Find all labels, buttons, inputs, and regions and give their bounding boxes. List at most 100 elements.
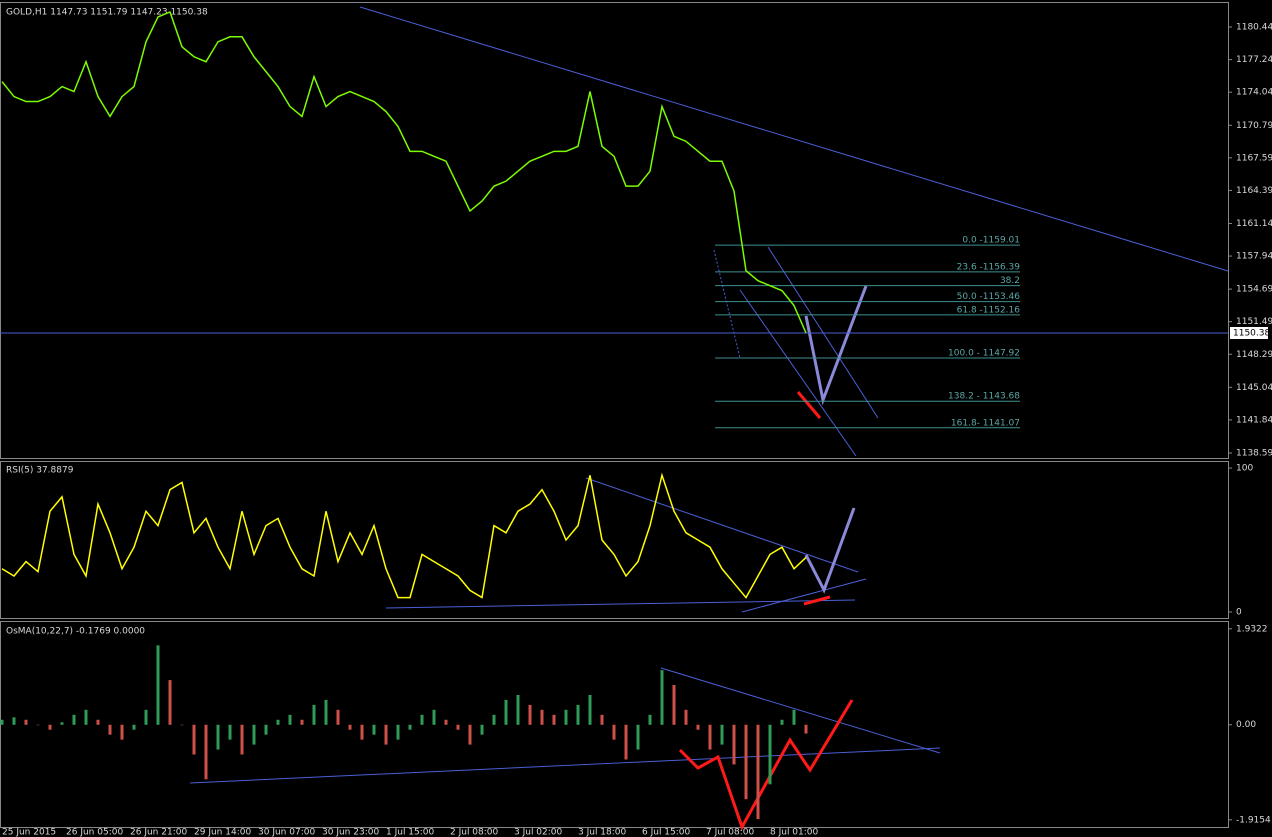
histogram-bar [804, 724, 808, 734]
trend-line [585, 477, 859, 573]
histogram-bar [600, 714, 604, 725]
histogram-bar [84, 709, 88, 725]
y-tick-label: 1157.94 [1236, 252, 1272, 262]
histogram-bar [408, 724, 412, 730]
projection-arrows [804, 285, 868, 594]
trend-line [189, 747, 941, 784]
y-tick-label: 100 [1236, 464, 1253, 474]
histogram-bar [552, 714, 556, 725]
trend-line [660, 667, 941, 754]
histogram-bar [396, 724, 400, 740]
histogram-bar [756, 724, 760, 820]
histogram-bar [648, 714, 652, 725]
red-arrows [678, 391, 854, 831]
histogram-bar [480, 724, 484, 735]
histogram-bar [624, 724, 628, 760]
x-tick-label: 30 Jun 07:00 [258, 828, 315, 837]
rsi-frame [0, 461, 1229, 619]
osma-title: OsMA(10,22,7) -0.1769 0.0000 [6, 627, 145, 637]
histogram-bar [516, 694, 520, 725]
histogram-bar [780, 719, 784, 725]
histogram-bar [96, 719, 100, 725]
histogram-bar [132, 724, 136, 730]
fib-label: 23.6 -1156.39 [957, 262, 1021, 272]
y-tick-label: 1145.04 [1236, 383, 1272, 393]
projection-arrow [804, 285, 868, 406]
trend-line [739, 289, 857, 457]
fib-label: 61.8 -1152.16 [957, 305, 1021, 315]
price-box [1230, 327, 1268, 340]
y-tick-label: 1154.69 [1236, 285, 1272, 295]
y-tick-label: 1.9322 [1236, 624, 1268, 634]
trend-line [713, 249, 741, 359]
series-line [1, 10, 807, 334]
histogram-bar [300, 719, 304, 725]
histogram-bar [252, 724, 256, 745]
histogram-bar [684, 709, 688, 725]
histogram-bar [636, 724, 640, 750]
trend-line [359, 6, 1229, 272]
histogram-bar [144, 709, 148, 725]
y-tick-label: 1141.84 [1236, 415, 1272, 425]
trend-line [767, 246, 879, 419]
histogram-bar [444, 719, 448, 725]
trend-line [385, 599, 856, 609]
histogram-bar [384, 724, 388, 745]
trend-lines [189, 6, 1229, 784]
histogram-bar [744, 724, 748, 800]
x-tick-label: 6 Jul 15:00 [642, 828, 691, 837]
fib-label: 38.2 [1000, 276, 1020, 286]
histogram-bar [240, 724, 244, 755]
series-line [1, 472, 807, 599]
histogram-bar [216, 724, 220, 750]
histogram-bar [468, 724, 472, 745]
fib-label: 50.0 -1153.46 [957, 292, 1021, 302]
histogram-bar [732, 724, 736, 765]
histogram-bar [528, 704, 532, 725]
histogram-bar [180, 724, 184, 726]
histogram-bar [720, 724, 724, 745]
histogram-bar [312, 704, 316, 725]
histogram-bar [420, 714, 424, 725]
price-label: 1150.38 [1233, 329, 1270, 339]
histogram-bar [564, 709, 568, 725]
histogram-bar [768, 724, 772, 785]
y-tick-label: 0.00 [1236, 720, 1256, 730]
x-tick-label: 29 Jun 14:00 [194, 828, 251, 837]
price-frame [0, 2, 1229, 459]
y-tick-label: 1161.14 [1236, 219, 1272, 229]
histogram-bar [432, 709, 436, 725]
x-tick-label: 7 Jul 08:00 [706, 828, 755, 837]
red-arrow [796, 391, 822, 419]
x-tick-label: 8 Jul 01:00 [770, 828, 819, 837]
histogram-bar [72, 714, 76, 725]
x-tick-label: 25 Jun 2015 [2, 828, 56, 837]
y-tick-label: 1138.59 [1236, 449, 1272, 459]
histogram-bar [372, 724, 376, 735]
y-tick-label: 1164.39 [1236, 186, 1272, 196]
histogram-bar [576, 704, 580, 725]
histogram-bar [348, 724, 352, 730]
trend-line [741, 578, 867, 613]
histogram-bar [60, 722, 64, 725]
histogram-bar [588, 694, 592, 725]
y-tick-label: 1167.59 [1236, 153, 1272, 163]
histogram-bar [456, 724, 460, 730]
histogram-bar [708, 724, 712, 750]
y-tick-label: 1177.24 [1236, 55, 1272, 65]
histogram-bar [492, 714, 496, 725]
histogram-bar [204, 724, 208, 780]
histogram-bar [0, 719, 4, 725]
x-tick-label: 26 Jun 21:00 [130, 828, 187, 837]
rsi-title: RSI(5) 37.8879 [6, 466, 74, 476]
histogram-bar [540, 709, 544, 725]
histogram-bar [264, 724, 268, 735]
histogram-bar [24, 719, 28, 725]
histogram-bar [324, 699, 328, 725]
x-tick-label: 3 Jul 02:00 [514, 828, 563, 837]
fib-label: 100.0 - 1147.92 [948, 349, 1020, 359]
chart-header: GOLD,H1 1147.73 1151.79 1147.23 1150.38 [6, 8, 208, 18]
histogram-bar [156, 645, 160, 725]
